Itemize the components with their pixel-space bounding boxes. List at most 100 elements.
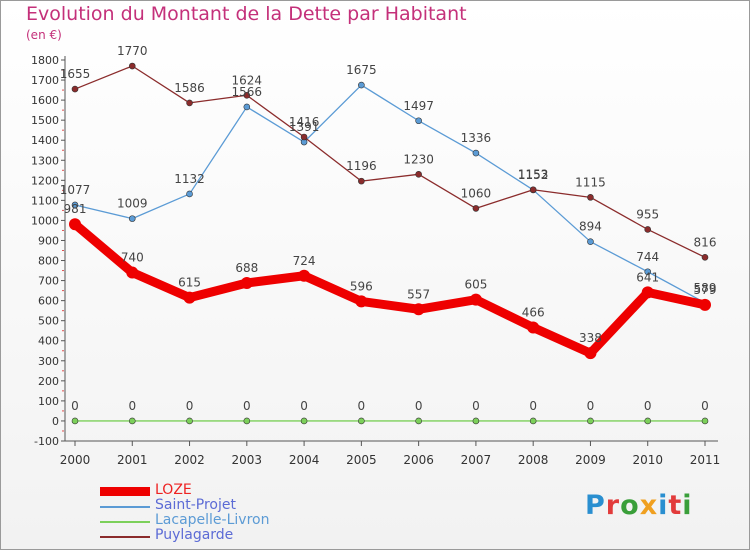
data-label: 1115 xyxy=(575,175,606,189)
series-line-loze xyxy=(70,219,710,358)
data-point xyxy=(527,321,540,334)
data-point xyxy=(415,117,422,125)
data-point xyxy=(243,91,251,99)
data-point xyxy=(186,99,193,107)
data-label: 1586 xyxy=(174,81,205,95)
x-tick-label: 2011 xyxy=(690,453,721,467)
data-label: 1391 xyxy=(289,120,320,134)
data-label: 338 xyxy=(579,331,602,345)
data-label: 0 xyxy=(701,399,709,413)
y-tick-label: 200 xyxy=(38,375,59,388)
y-tick-label: 1500 xyxy=(31,114,59,127)
data-label: 1196 xyxy=(346,159,377,173)
data-point xyxy=(469,293,482,306)
data-point xyxy=(71,201,79,209)
y-tick-label: -100 xyxy=(34,435,59,448)
data-label: 641 xyxy=(636,270,659,284)
y-tick-label: 1400 xyxy=(31,134,59,147)
y-tick-label: 300 xyxy=(38,355,59,368)
legend-label: Puylagarde xyxy=(155,527,234,543)
data-label: 0 xyxy=(186,399,194,413)
data-point xyxy=(472,205,480,212)
data-point xyxy=(644,268,652,276)
data-label: 605 xyxy=(464,278,487,292)
unit-label: (en €) xyxy=(26,28,62,42)
data-label: 1655 xyxy=(60,67,91,81)
x-tick-label: 2006 xyxy=(403,453,434,467)
x-tick-label: 2001 xyxy=(117,453,148,467)
data-point xyxy=(128,215,136,222)
y-tick-label: 500 xyxy=(38,315,59,328)
data-label: 615 xyxy=(178,276,201,290)
data-point xyxy=(240,276,253,289)
logo-letter: i xyxy=(658,490,669,521)
data-point xyxy=(584,347,597,360)
data-point xyxy=(355,295,368,308)
data-point xyxy=(128,62,136,70)
data-label: 744 xyxy=(636,250,659,264)
y-tick-label: 600 xyxy=(38,295,59,308)
data-label: 1230 xyxy=(403,152,434,166)
data-point xyxy=(243,417,251,425)
data-point xyxy=(298,269,311,282)
data-label: 589 xyxy=(694,281,717,295)
data-point xyxy=(186,417,193,425)
data-label: 579 xyxy=(694,283,717,297)
legend-swatch xyxy=(100,506,150,508)
data-point xyxy=(529,186,537,194)
x-tick-label: 2009 xyxy=(575,453,606,467)
data-point xyxy=(415,171,422,178)
chart-title: Evolution du Montant de la Dette par Hab… xyxy=(26,3,467,25)
data-label: 1132 xyxy=(174,172,205,186)
data-point xyxy=(472,417,480,425)
data-label: 894 xyxy=(579,220,602,234)
logo-letter: P xyxy=(585,490,606,521)
data-label: 1497 xyxy=(403,99,434,113)
x-tick-label: 2002 xyxy=(174,453,205,467)
data-label: 0 xyxy=(415,399,423,413)
data-point xyxy=(701,254,709,261)
legend-swatch xyxy=(100,536,150,538)
data-label: 740 xyxy=(121,251,144,265)
data-label: 0 xyxy=(71,399,79,413)
data-label: 1624 xyxy=(232,73,263,87)
data-point xyxy=(243,103,251,111)
data-point xyxy=(358,81,365,89)
data-point xyxy=(69,218,81,231)
logo-letter: x xyxy=(639,490,659,521)
legend-label: Saint-Projet xyxy=(155,497,236,513)
data-label: 724 xyxy=(293,254,316,268)
y-tick-label: 1200 xyxy=(31,174,59,187)
x-tick-label: 2007 xyxy=(461,453,492,467)
series-line-saint-projet xyxy=(74,84,706,304)
y-tick-label: 1300 xyxy=(31,154,59,167)
data-point xyxy=(641,286,654,299)
data-label: 0 xyxy=(358,399,366,413)
data-label: 466 xyxy=(522,306,545,320)
data-point xyxy=(644,226,652,233)
data-point xyxy=(71,417,79,425)
data-label: 596 xyxy=(350,279,373,293)
data-label: 1152 xyxy=(518,168,549,182)
data-label: 1770 xyxy=(117,44,148,58)
data-point xyxy=(472,149,480,157)
series-layer xyxy=(69,62,711,425)
x-tick-label: 2005 xyxy=(346,453,377,467)
logo-letter: i xyxy=(682,490,693,521)
series-line-puylagarde xyxy=(74,65,706,258)
y-tick-label: 1100 xyxy=(31,194,59,207)
data-label: 816 xyxy=(694,235,717,249)
data-label: 1416 xyxy=(289,115,320,129)
data-point xyxy=(699,298,711,311)
y-tick-label: 900 xyxy=(38,234,59,247)
data-label: 0 xyxy=(243,399,251,413)
x-tick-label: 2004 xyxy=(289,453,320,467)
data-point xyxy=(644,417,652,425)
data-point xyxy=(300,417,308,425)
logo-letter: t xyxy=(668,490,683,521)
data-point xyxy=(529,417,537,425)
data-point xyxy=(701,417,709,425)
y-tick-label: 1800 xyxy=(31,54,59,67)
